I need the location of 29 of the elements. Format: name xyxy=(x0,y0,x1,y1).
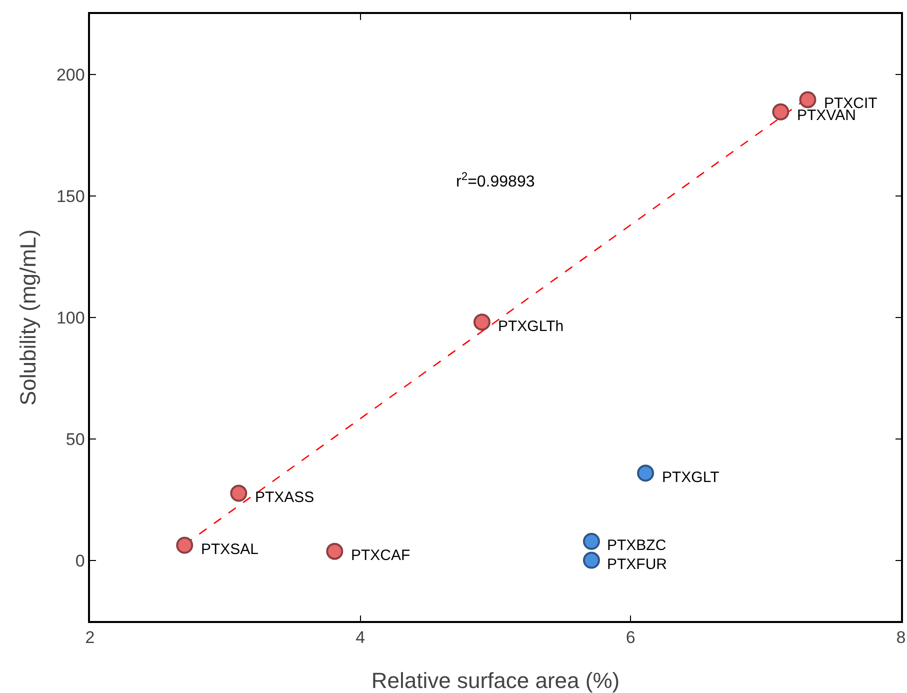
y-tick-label: 150 xyxy=(56,187,85,206)
annotation: PTXFUR xyxy=(607,556,668,573)
x-axis-title: Relative surface area (%) xyxy=(371,668,620,693)
annotation: PTXSAL xyxy=(201,541,259,558)
point xyxy=(176,536,194,554)
x-tick-label: 4 xyxy=(356,628,366,648)
annotation: PTXVAN xyxy=(797,107,856,124)
annotation: PTXASS xyxy=(255,489,314,506)
point xyxy=(637,464,654,482)
point xyxy=(582,552,600,569)
x-tick-label: 8 xyxy=(896,628,906,648)
point xyxy=(326,542,344,560)
y-axis-title: Solubility (mg/mL) xyxy=(16,229,40,406)
y-tick-label: 200 xyxy=(56,66,85,85)
annotation: PTXBZC xyxy=(607,537,666,554)
annotation: PTXCAF xyxy=(351,547,410,564)
annotation: r$^{2}$=0.99893 xyxy=(456,171,535,191)
annotation: PTXGLTh xyxy=(498,318,564,335)
point xyxy=(230,484,248,502)
y-tick-label: 50 xyxy=(66,430,85,449)
x-tick-label: 6 xyxy=(626,628,636,648)
point xyxy=(582,532,600,550)
y-tick-label: 0 xyxy=(75,551,85,570)
x-tick-label: 2 xyxy=(85,628,95,648)
y-tick-label: 100 xyxy=(56,308,85,328)
annotation: PTXGLT xyxy=(662,469,720,486)
point xyxy=(772,103,790,120)
point xyxy=(473,314,490,331)
point xyxy=(799,91,816,108)
